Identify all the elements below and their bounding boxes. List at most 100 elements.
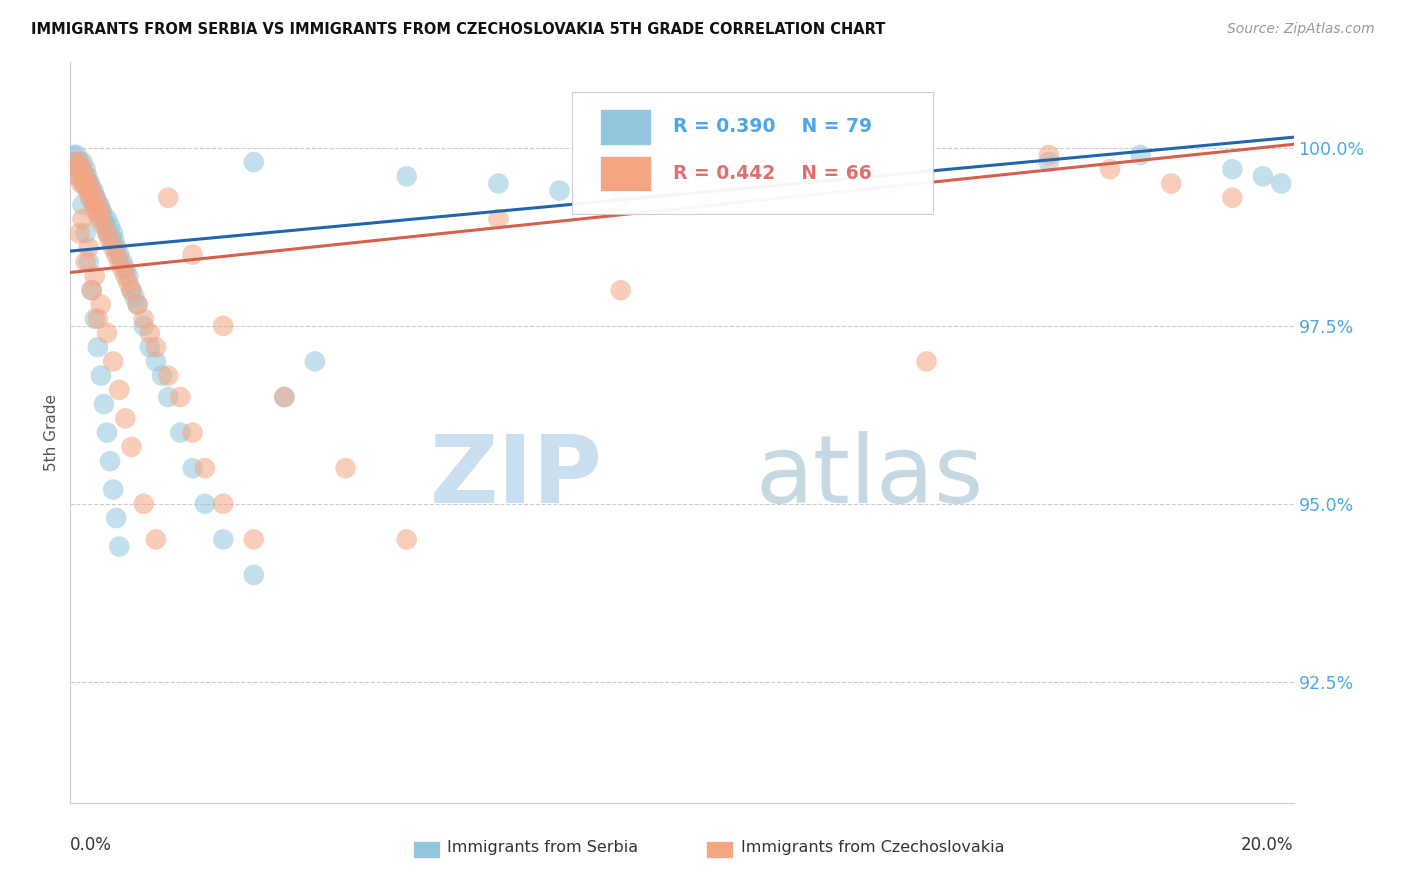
Point xyxy=(70,177,93,191)
Point xyxy=(83,268,105,283)
Point xyxy=(66,169,89,184)
Point xyxy=(101,227,124,241)
Point xyxy=(94,219,117,234)
Point xyxy=(548,184,571,198)
Point xyxy=(139,340,162,354)
Point xyxy=(73,177,96,191)
Point xyxy=(98,219,121,234)
Point xyxy=(127,297,149,311)
Point xyxy=(101,234,124,248)
FancyBboxPatch shape xyxy=(572,92,932,214)
Point xyxy=(610,191,633,205)
Point xyxy=(114,261,136,276)
Point xyxy=(124,290,146,304)
Text: Immigrants from Czechoslovakia: Immigrants from Czechoslovakia xyxy=(741,840,1004,855)
Point xyxy=(132,311,155,326)
Point xyxy=(76,169,98,184)
Point xyxy=(243,155,266,169)
Point xyxy=(83,198,105,212)
Point xyxy=(194,461,217,475)
Point xyxy=(93,219,115,234)
Point xyxy=(488,212,510,227)
Point xyxy=(96,326,118,340)
Point xyxy=(101,483,124,497)
Point xyxy=(1099,162,1122,177)
Point xyxy=(194,497,217,511)
Point xyxy=(63,155,86,169)
Point xyxy=(1038,148,1060,162)
Point xyxy=(105,247,128,261)
Point xyxy=(96,425,118,440)
Point xyxy=(83,311,105,326)
Point xyxy=(73,169,96,184)
Point xyxy=(69,155,91,169)
Point xyxy=(90,297,112,311)
Point xyxy=(65,162,87,177)
Point xyxy=(1129,148,1152,162)
Point xyxy=(610,283,633,297)
Text: atlas: atlas xyxy=(755,431,984,523)
Point xyxy=(83,191,105,205)
Point xyxy=(139,326,162,340)
Point xyxy=(72,162,94,177)
Point xyxy=(243,568,266,582)
Point xyxy=(169,390,191,404)
Point xyxy=(89,198,111,212)
Point xyxy=(145,533,167,547)
Point xyxy=(87,205,110,219)
Point xyxy=(150,368,173,383)
Point xyxy=(98,234,121,248)
Point xyxy=(69,227,91,241)
Point xyxy=(117,268,139,283)
Point xyxy=(273,390,295,404)
Point xyxy=(395,169,418,184)
Point xyxy=(915,354,938,368)
Point xyxy=(72,155,94,169)
Point xyxy=(111,261,134,276)
Point xyxy=(395,533,418,547)
Point xyxy=(108,383,131,397)
Point xyxy=(132,497,155,511)
Point xyxy=(157,368,180,383)
Point xyxy=(76,184,98,198)
Point xyxy=(304,354,326,368)
Point xyxy=(181,461,204,475)
Point xyxy=(93,212,115,227)
Point xyxy=(72,198,94,212)
Point xyxy=(75,169,97,184)
Point xyxy=(157,390,180,404)
Point xyxy=(181,425,204,440)
Point xyxy=(80,283,103,297)
Point xyxy=(65,148,87,162)
Point xyxy=(90,205,112,219)
Point xyxy=(83,191,105,205)
Point xyxy=(83,198,105,212)
Point xyxy=(108,247,131,261)
Point xyxy=(84,191,107,205)
Text: Source: ZipAtlas.com: Source: ZipAtlas.com xyxy=(1227,22,1375,37)
Point xyxy=(121,283,143,297)
Point xyxy=(90,212,112,227)
Point xyxy=(335,461,357,475)
Text: R = 0.390    N = 79: R = 0.390 N = 79 xyxy=(673,118,873,136)
Point xyxy=(75,227,97,241)
Point xyxy=(212,533,235,547)
Bar xyxy=(600,109,651,145)
Point xyxy=(75,177,97,191)
Point xyxy=(77,177,100,191)
Point xyxy=(103,234,125,248)
Point xyxy=(1220,191,1243,205)
Point xyxy=(83,184,105,198)
Text: IMMIGRANTS FROM SERBIA VS IMMIGRANTS FROM CZECHOSLOVAKIA 5TH GRADE CORRELATION C: IMMIGRANTS FROM SERBIA VS IMMIGRANTS FRO… xyxy=(31,22,886,37)
Point xyxy=(87,340,110,354)
Point xyxy=(117,276,139,290)
Point xyxy=(157,191,180,205)
Point xyxy=(69,155,91,169)
Point xyxy=(80,191,103,205)
Point xyxy=(77,184,100,198)
Point xyxy=(1251,169,1274,184)
Text: R = 0.442    N = 66: R = 0.442 N = 66 xyxy=(673,164,872,183)
Point xyxy=(108,540,131,554)
Text: Immigrants from Serbia: Immigrants from Serbia xyxy=(447,840,638,855)
Point xyxy=(87,198,110,212)
